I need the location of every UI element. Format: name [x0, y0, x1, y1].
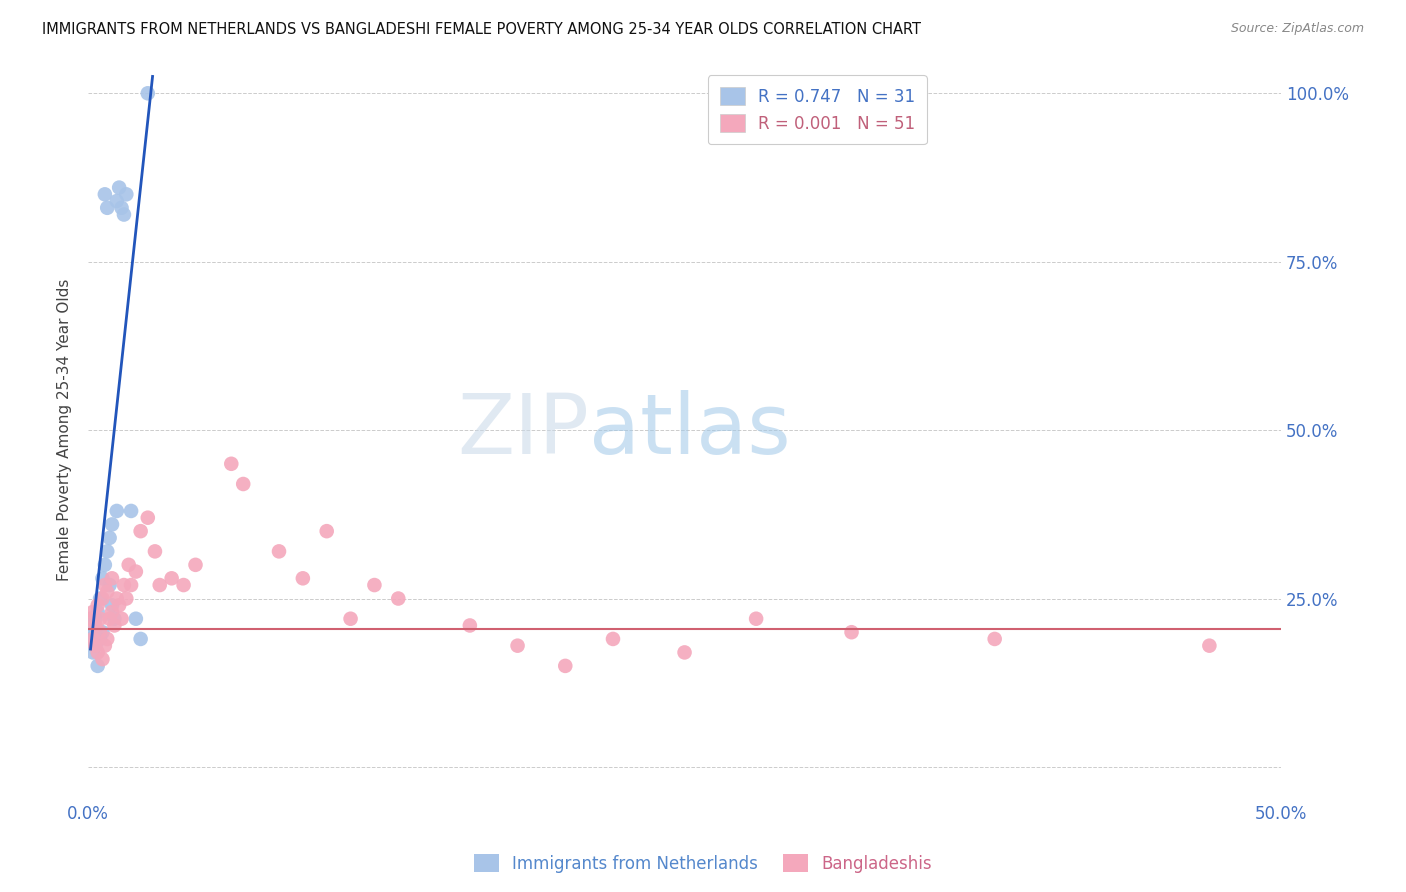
Point — [84, 612, 107, 626]
Point — [136, 510, 159, 524]
Point — [82, 645, 104, 659]
Point — [267, 544, 290, 558]
Point — [98, 612, 121, 626]
Point — [673, 645, 696, 659]
Point — [115, 591, 138, 606]
Point — [82, 605, 104, 619]
Legend: R = 0.747   N = 31, R = 0.001   N = 51: R = 0.747 N = 31, R = 0.001 N = 51 — [707, 75, 927, 145]
Point — [291, 571, 314, 585]
Point — [84, 625, 107, 640]
Point — [339, 612, 361, 626]
Point — [115, 187, 138, 202]
Point — [129, 632, 152, 646]
Point — [184, 558, 207, 572]
Point — [79, 632, 101, 646]
Point — [96, 584, 118, 599]
Point — [101, 605, 124, 619]
Point — [136, 87, 159, 101]
Point — [91, 625, 114, 640]
Point — [94, 187, 117, 202]
Point — [103, 612, 125, 626]
Point — [91, 571, 114, 585]
Point — [86, 605, 108, 619]
Point — [94, 578, 117, 592]
Text: IMMIGRANTS FROM NETHERLANDS VS BANGLADESHI FEMALE POVERTY AMONG 25-34 YEAR OLDS : IMMIGRANTS FROM NETHERLANDS VS BANGLADES… — [42, 22, 921, 37]
Point — [105, 504, 128, 518]
Point — [1198, 639, 1220, 653]
Point — [112, 208, 135, 222]
Point — [101, 517, 124, 532]
Point — [983, 632, 1005, 646]
Point — [89, 625, 111, 640]
Point — [173, 578, 195, 592]
Text: ZIP: ZIP — [457, 390, 589, 471]
Point — [160, 571, 183, 585]
Point — [101, 599, 124, 613]
Point — [89, 591, 111, 606]
Point — [143, 544, 166, 558]
Point — [84, 618, 107, 632]
Point — [84, 639, 107, 653]
Point — [96, 201, 118, 215]
Point — [841, 625, 863, 640]
Point — [745, 612, 768, 626]
Point — [112, 578, 135, 592]
Legend: Immigrants from Netherlands, Bangladeshis: Immigrants from Netherlands, Bangladeshi… — [467, 847, 939, 880]
Point — [129, 524, 152, 538]
Point — [118, 558, 141, 572]
Point — [458, 618, 481, 632]
Point — [89, 632, 111, 646]
Point — [108, 599, 131, 613]
Point — [125, 565, 148, 579]
Point — [96, 632, 118, 646]
Point — [86, 599, 108, 613]
Text: atlas: atlas — [589, 390, 792, 471]
Point — [105, 591, 128, 606]
Point — [602, 632, 624, 646]
Point — [103, 618, 125, 632]
Point — [98, 531, 121, 545]
Point — [79, 612, 101, 626]
Point — [149, 578, 172, 592]
Point — [91, 591, 114, 606]
Point — [82, 618, 104, 632]
Point — [84, 639, 107, 653]
Point — [82, 632, 104, 646]
Point — [101, 571, 124, 585]
Point — [86, 645, 108, 659]
Point — [315, 524, 337, 538]
Point — [363, 578, 385, 592]
Point — [232, 477, 254, 491]
Point — [105, 194, 128, 208]
Point — [89, 612, 111, 626]
Point — [94, 639, 117, 653]
Point — [554, 659, 576, 673]
Point — [110, 201, 132, 215]
Y-axis label: Female Poverty Among 25-34 Year Olds: Female Poverty Among 25-34 Year Olds — [58, 279, 72, 582]
Point — [125, 612, 148, 626]
Point — [221, 457, 243, 471]
Point — [110, 612, 132, 626]
Point — [91, 652, 114, 666]
Point — [506, 639, 529, 653]
Point — [120, 578, 142, 592]
Point — [96, 544, 118, 558]
Point — [94, 558, 117, 572]
Point — [120, 504, 142, 518]
Point — [108, 180, 131, 194]
Point — [86, 659, 108, 673]
Point — [387, 591, 409, 606]
Text: Source: ZipAtlas.com: Source: ZipAtlas.com — [1230, 22, 1364, 36]
Point — [98, 578, 121, 592]
